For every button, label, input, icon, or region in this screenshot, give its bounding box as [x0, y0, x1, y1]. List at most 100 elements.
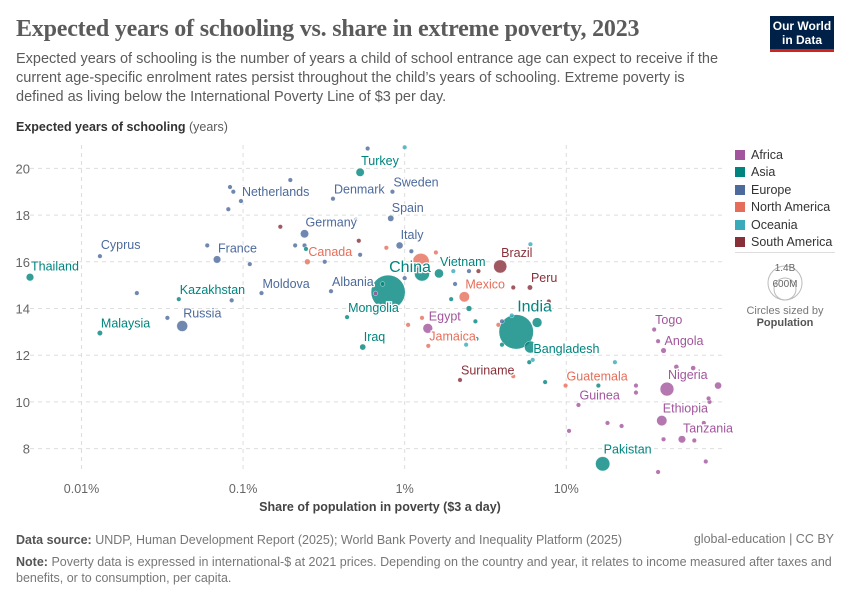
owid-logo[interactable]: Our World in Data [770, 16, 834, 52]
data-point [542, 379, 548, 385]
data-point-albania [328, 288, 334, 294]
data-label: Kazakhstan [180, 283, 245, 297]
data-point [134, 290, 140, 296]
data-label: Vietnam [440, 255, 486, 269]
data-point [633, 383, 639, 389]
data-point [448, 296, 454, 302]
x-tick-label: 1% [396, 482, 414, 496]
data-point [408, 248, 414, 254]
legend-label: North America [751, 200, 831, 215]
data-point-pakistan [595, 456, 611, 472]
data-point [419, 315, 425, 321]
data-point [303, 246, 309, 252]
data-label: Turkey [361, 154, 399, 168]
data-label: Mongolia [348, 301, 399, 315]
data-label: Malaysia [101, 316, 150, 330]
legend-swatch [735, 184, 745, 195]
data-label: Bangladesh [533, 342, 599, 356]
data-label: Suriname [461, 364, 515, 378]
data-point [510, 284, 516, 290]
data-label: Nigeria [668, 368, 708, 382]
data-point [466, 268, 472, 274]
data-label: Guinea [579, 389, 619, 403]
data-label: Sweden [393, 175, 438, 189]
legend-item-asia[interactable]: Asia [735, 164, 832, 182]
data-point-iraq [359, 343, 366, 351]
data-point-egypt [422, 323, 433, 334]
y-tick-label: 20 [16, 161, 30, 176]
x-tick-label: 10% [554, 482, 579, 496]
data-label: France [218, 242, 257, 256]
legend-label: Europe [751, 182, 792, 197]
data-point [510, 373, 516, 379]
data-point [509, 313, 515, 319]
data-point [380, 281, 386, 287]
legend-item-africa[interactable]: Africa [735, 146, 832, 164]
license[interactable]: global-education | CC BY [693, 532, 834, 546]
note: Note: Poverty data is expressed in inter… [16, 555, 832, 585]
size-label-large: 1.4B [775, 263, 796, 274]
data-point-spain [387, 214, 395, 222]
legend-swatch [735, 219, 745, 230]
data-point [433, 249, 439, 255]
data-source: Data source: UNDP, Human Development Rep… [16, 533, 623, 547]
y-tick-label: 8 [23, 442, 30, 457]
legend-item-europe[interactable]: Europe [735, 181, 832, 199]
data-label: Brazil [501, 246, 532, 260]
data-point [619, 423, 625, 429]
data-point [356, 238, 362, 244]
data-point [595, 383, 601, 389]
data-point [230, 189, 236, 195]
data-point [690, 365, 696, 371]
x-tick-label: 0.01% [64, 482, 99, 496]
size-legend: 1.4B 600M Circles sized by Population [735, 252, 835, 329]
footer: Data source: UNDP, Human Development Rep… [16, 532, 836, 586]
data-point-bangladesh [524, 340, 537, 354]
data-point-canada [304, 258, 311, 265]
data-label: Ethiopia [663, 401, 708, 415]
data-point [450, 268, 456, 274]
data-point-russia [176, 320, 188, 332]
data-point [566, 428, 572, 434]
size-label-small: 600M [772, 279, 797, 290]
size-legend-caption: Circles sized by [746, 305, 824, 317]
data-point [402, 144, 408, 150]
data-point [164, 315, 170, 321]
data-point [405, 322, 411, 328]
legend-item-oceania[interactable]: Oceania [735, 216, 832, 234]
data-point [706, 395, 712, 401]
data-point-kazakhstan [176, 296, 182, 302]
data-point-angola [660, 347, 667, 354]
data-label: Russia [183, 307, 221, 321]
data-point [499, 342, 505, 348]
data-point-germany [300, 229, 309, 239]
legend-item-south-america[interactable]: South America [735, 234, 832, 252]
data-point [495, 322, 501, 328]
data-point [452, 281, 458, 287]
data-point [473, 336, 479, 342]
data-point [701, 420, 707, 426]
data-label: Egypt [429, 309, 461, 323]
data-point [229, 297, 235, 303]
data-point [703, 458, 709, 464]
data-point [691, 437, 697, 443]
data-point [454, 331, 460, 337]
data-point-moldova [259, 290, 265, 296]
data-point-italy [395, 241, 404, 250]
data-point [287, 177, 293, 183]
data-point [463, 342, 469, 348]
data-point [655, 338, 661, 344]
data-label: Canada [308, 245, 352, 259]
legend-label: South America [751, 235, 833, 250]
data-point-suriname [457, 377, 463, 383]
data-point-india [498, 314, 534, 350]
data-point [532, 317, 543, 328]
data-point [655, 469, 661, 475]
data-label: China [389, 259, 431, 276]
y-tick-label: 16 [16, 255, 30, 270]
legend-item-north-america[interactable]: North America [735, 199, 832, 217]
data-point-jamaica [425, 343, 431, 349]
legend-label: Asia [751, 165, 776, 180]
chart-title: Expected years of schooling vs. share in… [16, 16, 640, 42]
